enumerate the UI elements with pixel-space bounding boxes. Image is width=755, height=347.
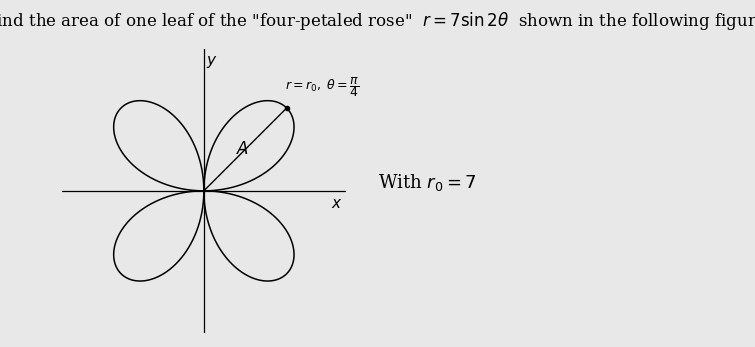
Text: $r =r_0,\; \theta = \dfrac{\pi}{4}$: $r =r_0,\; \theta = \dfrac{\pi}{4}$ <box>285 75 359 99</box>
Text: With $r_0 = 7$: With $r_0 = 7$ <box>378 172 476 193</box>
Text: $y$: $y$ <box>206 53 218 70</box>
Text: $x$: $x$ <box>331 197 343 211</box>
Text: Find the area of one leaf of the "four-petaled rose"  $r = 7\sin 2\theta$  shown: Find the area of one leaf of the "four-p… <box>0 10 755 32</box>
Text: $A$: $A$ <box>236 141 249 158</box>
